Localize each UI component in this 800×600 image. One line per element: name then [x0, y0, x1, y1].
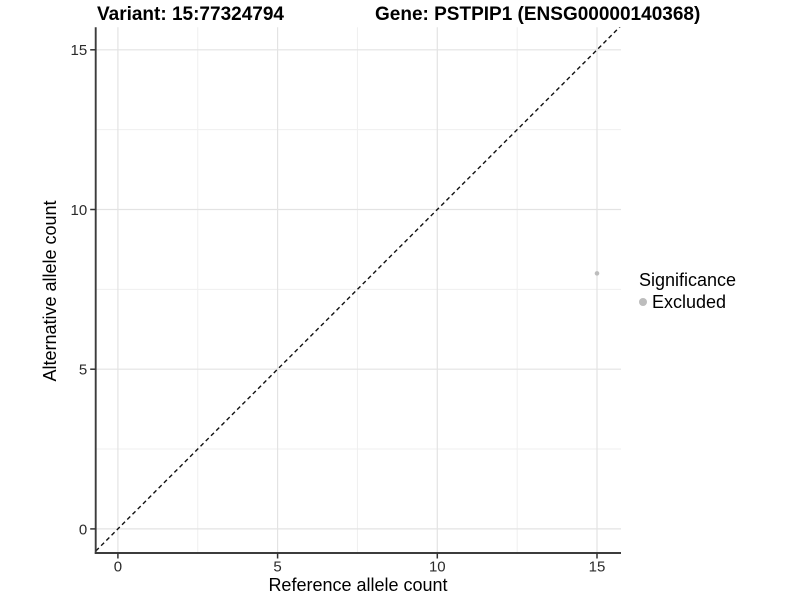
x-axis-title: Reference allele count	[268, 575, 447, 595]
y-tick-label: 0	[79, 521, 87, 538]
x-tick-label: 0	[114, 559, 122, 576]
y-axis-title: Alternative allele count	[40, 200, 60, 381]
data-point	[594, 271, 600, 276]
gridlines	[95, 27, 621, 553]
identity-line	[95, 27, 621, 553]
gene-title: Gene: PSTPIP1 (ENSG00000140368)	[375, 4, 701, 25]
y-tick-label: 15	[71, 42, 88, 59]
legend-item-label: Excluded	[652, 292, 727, 312]
x-tick-label: 5	[273, 559, 281, 576]
legend-point-icon	[639, 298, 647, 306]
legend: Significance Excluded	[639, 270, 736, 312]
legend-item-excluded: Excluded	[639, 292, 736, 312]
data-points	[594, 271, 600, 276]
legend-title: Significance	[639, 270, 737, 290]
y-tick-label: 5	[79, 362, 87, 379]
identity-line-layer	[95, 27, 621, 553]
axes: 0 5 10 15 0 5 10 15	[71, 27, 621, 576]
x-tick-label: 15	[589, 559, 606, 576]
y-tick-label: 10	[71, 202, 88, 219]
variant-title: Variant: 15:77324794	[97, 4, 284, 25]
x-tick-label: 10	[429, 559, 446, 576]
